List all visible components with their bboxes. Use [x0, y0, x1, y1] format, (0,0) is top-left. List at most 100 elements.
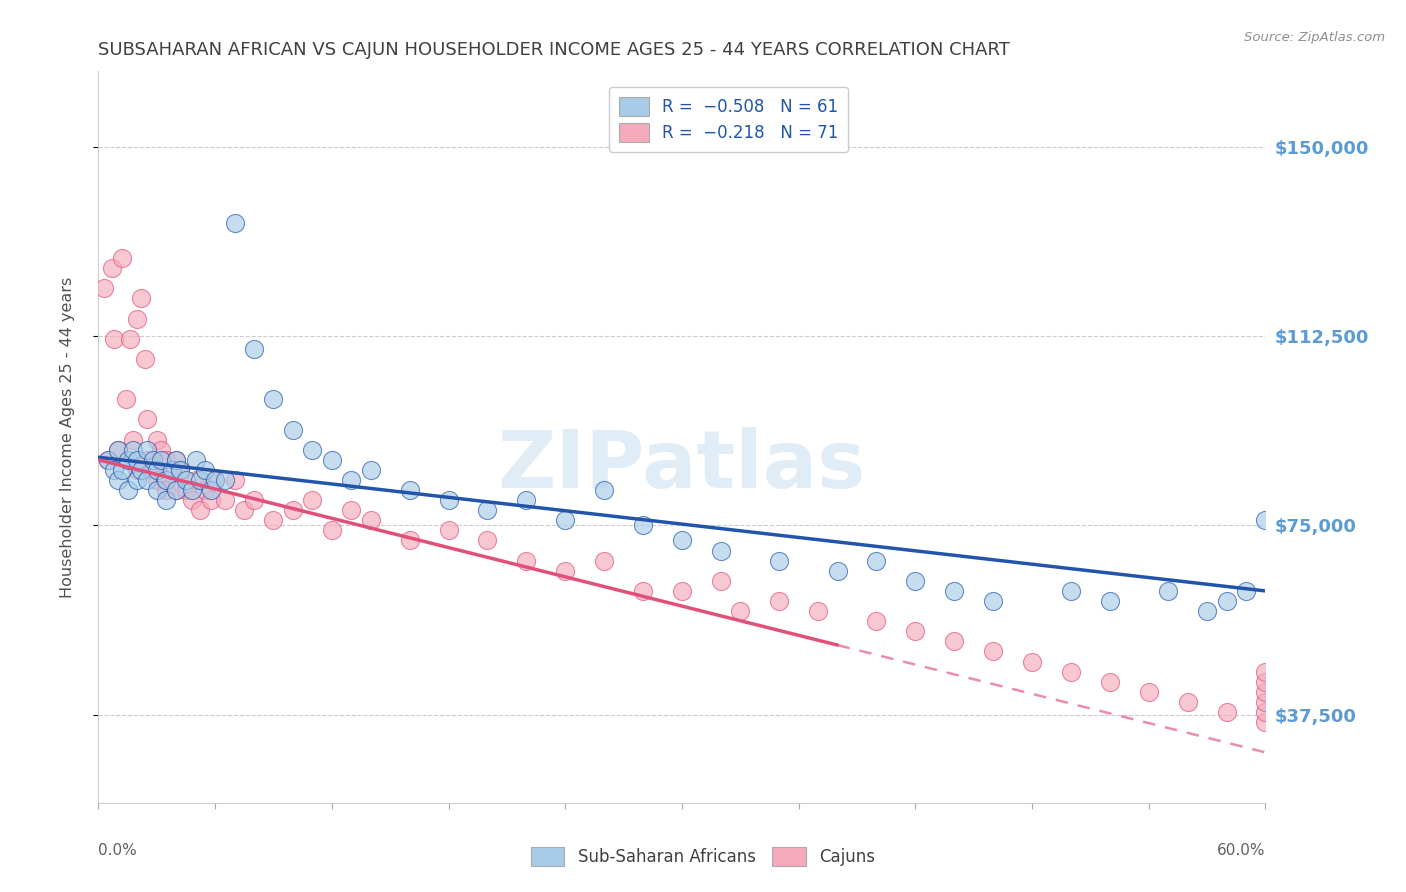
- Point: [114, 392, 136, 407]
- Point: [360, 463, 382, 477]
- Point: [97, 452, 120, 467]
- Point: [515, 493, 537, 508]
- Point: [117, 483, 139, 497]
- Point: [981, 644, 1004, 658]
- Point: [188, 473, 211, 487]
- Point: [437, 524, 460, 538]
- Point: [127, 473, 149, 487]
- Point: [981, 594, 1004, 608]
- Point: [111, 251, 134, 265]
- Point: [224, 473, 246, 487]
- Point: [593, 554, 616, 568]
- Point: [127, 452, 149, 467]
- Text: ZIPatlas: ZIPatlas: [498, 427, 866, 506]
- Point: [281, 423, 304, 437]
- Point: [118, 332, 141, 346]
- Point: [200, 483, 222, 497]
- Point: [107, 442, 129, 457]
- Point: [146, 433, 169, 447]
- Point: [340, 503, 363, 517]
- Point: [180, 483, 202, 497]
- Point: [730, 604, 752, 618]
- Y-axis label: Householder Income Ages 25 - 44 years: Householder Income Ages 25 - 44 years: [60, 277, 75, 598]
- Point: [710, 574, 733, 588]
- Point: [101, 261, 124, 276]
- Point: [149, 452, 172, 467]
- Point: [593, 483, 616, 497]
- Point: [943, 634, 966, 648]
- Point: [477, 503, 499, 517]
- Point: [281, 503, 304, 517]
- Point: [146, 483, 169, 497]
- Point: [904, 574, 927, 588]
- Point: [768, 594, 790, 608]
- Point: [129, 291, 152, 305]
- Point: [174, 473, 197, 487]
- Point: [97, 452, 120, 467]
- Point: [103, 332, 125, 346]
- Point: [214, 493, 236, 508]
- Point: [155, 493, 177, 508]
- Point: [224, 216, 246, 230]
- Point: [149, 442, 172, 457]
- Point: [111, 463, 134, 477]
- Point: [301, 493, 323, 508]
- Point: [107, 442, 129, 457]
- Point: [194, 463, 217, 477]
- Point: [180, 493, 202, 508]
- Point: [233, 503, 256, 517]
- Point: [129, 463, 152, 477]
- Point: [321, 452, 343, 467]
- Point: [554, 513, 576, 527]
- Point: [243, 342, 266, 356]
- Point: [1254, 685, 1277, 699]
- Point: [1254, 674, 1277, 689]
- Point: [671, 533, 693, 548]
- Legend: R =  −0.508   N = 61, R =  −0.218   N = 71: R = −0.508 N = 61, R = −0.218 N = 71: [609, 87, 848, 153]
- Point: [184, 452, 207, 467]
- Point: [155, 473, 177, 487]
- Point: [204, 473, 226, 487]
- Point: [1060, 583, 1083, 598]
- Point: [243, 493, 266, 508]
- Point: [1060, 665, 1083, 679]
- Point: [136, 412, 159, 426]
- Legend: Sub-Saharan Africans, Cajuns: Sub-Saharan Africans, Cajuns: [524, 840, 882, 873]
- Point: [127, 463, 149, 477]
- Point: [1098, 674, 1121, 689]
- Point: [1137, 685, 1160, 699]
- Point: [184, 473, 207, 487]
- Point: [122, 442, 145, 457]
- Point: [117, 452, 139, 467]
- Point: [153, 473, 176, 487]
- Point: [262, 392, 284, 407]
- Point: [214, 473, 236, 487]
- Point: [174, 483, 197, 497]
- Point: [1254, 695, 1277, 709]
- Point: [904, 624, 927, 639]
- Point: [1254, 513, 1277, 527]
- Point: [169, 463, 191, 477]
- Point: [943, 583, 966, 598]
- Text: 60.0%: 60.0%: [1218, 843, 1265, 858]
- Point: [360, 513, 382, 527]
- Point: [134, 351, 156, 366]
- Point: [1254, 665, 1277, 679]
- Point: [1195, 604, 1218, 618]
- Point: [122, 433, 145, 447]
- Point: [340, 473, 363, 487]
- Point: [477, 533, 499, 548]
- Point: [768, 554, 790, 568]
- Point: [136, 442, 159, 457]
- Point: [437, 493, 460, 508]
- Point: [1215, 705, 1237, 719]
- Point: [194, 483, 217, 497]
- Point: [169, 463, 191, 477]
- Point: [554, 564, 576, 578]
- Point: [107, 473, 129, 487]
- Point: [136, 452, 159, 467]
- Point: [165, 483, 187, 497]
- Point: [136, 473, 159, 487]
- Point: [1157, 583, 1180, 598]
- Point: [165, 483, 187, 497]
